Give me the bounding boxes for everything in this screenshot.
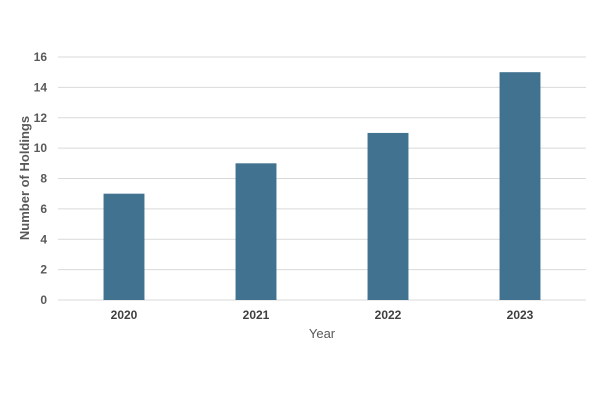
y-tick-label: 12 xyxy=(34,111,48,125)
y-tick-label: 16 xyxy=(34,50,48,64)
y-tick-labels: 0 2 4 6 8 10 12 14 16 xyxy=(34,50,48,307)
y-tick-label: 14 xyxy=(34,80,48,94)
y-tick-label: 4 xyxy=(40,232,47,246)
y-tick-label: 10 xyxy=(34,141,48,155)
y-tick-label: 2 xyxy=(40,263,47,277)
y-tick-label: 6 xyxy=(40,202,47,216)
bar-2022 xyxy=(367,132,409,300)
bar-2020 xyxy=(103,193,145,300)
bar-2021 xyxy=(235,163,277,300)
x-tick-label: 2021 xyxy=(243,308,270,322)
x-tick-label: 2022 xyxy=(375,308,402,322)
y-axis-label: Number of Holdings xyxy=(17,116,32,240)
x-axis-label: Year xyxy=(309,326,336,341)
bars xyxy=(103,72,541,300)
x-tick-label: 2020 xyxy=(111,308,138,322)
y-tick-label: 8 xyxy=(40,172,47,186)
x-tick-labels: 2020 2021 2022 2023 xyxy=(111,308,534,322)
bar-2023 xyxy=(499,72,541,300)
gridlines xyxy=(58,56,586,301)
y-tick-label: 0 xyxy=(40,293,47,307)
x-tick-label: 2023 xyxy=(507,308,534,322)
